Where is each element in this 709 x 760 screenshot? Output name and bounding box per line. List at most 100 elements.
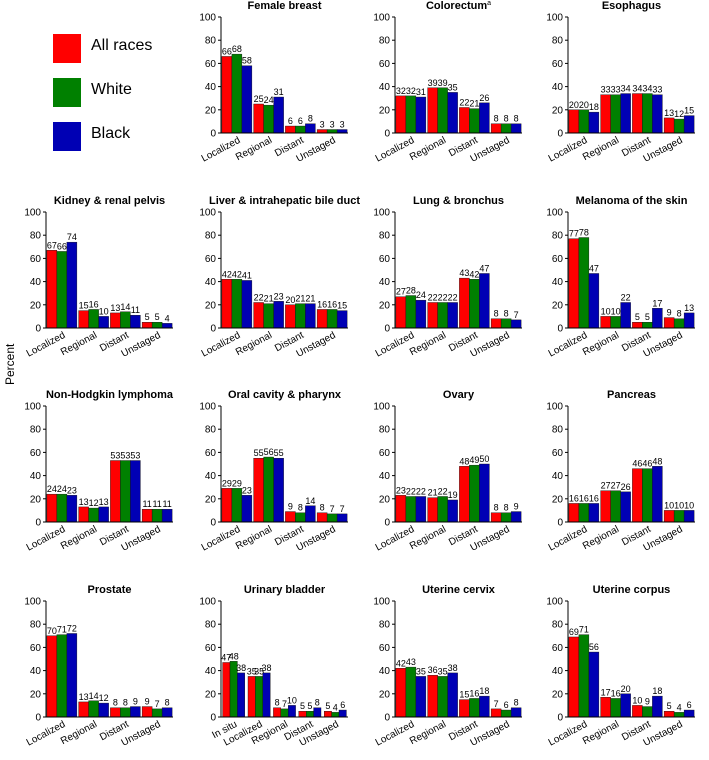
data-label: 8 [113, 698, 118, 708]
data-label: 5 [145, 312, 150, 322]
data-label: 13 [110, 303, 120, 313]
data-label: 23 [67, 485, 77, 495]
bar-white-localized [405, 95, 417, 134]
category-label: Regional [581, 719, 621, 747]
data-label: 46 [632, 459, 642, 469]
data-label: 47 [479, 263, 489, 273]
data-label: 34 [632, 84, 642, 94]
bar-all-races-unstaged [490, 708, 502, 718]
bar-all-races-unstaged [663, 317, 675, 329]
data-label: 27 [601, 481, 611, 491]
data-label: 8 [298, 503, 303, 513]
bar-white-regional [610, 94, 621, 134]
bar-all-races-regional [427, 87, 438, 134]
data-label: 24 [416, 290, 426, 300]
bar-all-races-localized [568, 238, 580, 329]
bar-white-distant [295, 512, 306, 523]
data-label: 46 [642, 459, 652, 469]
data-label: 21 [264, 294, 274, 304]
bar-all-races-unstaged [663, 117, 675, 134]
chart-title: Liver & intrahepatic bile duct [209, 195, 360, 207]
bar-white-unstaged [500, 512, 512, 523]
data-label: 6 [340, 700, 345, 710]
bar-all-races-regional [78, 506, 89, 523]
bar-black-distant [313, 707, 322, 718]
data-label: 8 [165, 698, 170, 708]
bar-all-races-regional [253, 302, 264, 329]
data-label: 13 [79, 497, 89, 507]
chart-title: Oral cavity & pharynx [228, 389, 342, 401]
data-label: 3 [320, 120, 325, 130]
y-tick-label: 40 [379, 277, 391, 288]
bar-white-regional [437, 496, 448, 523]
chart-title: Ovary [443, 389, 475, 401]
data-label: 22 [448, 292, 458, 302]
data-label: 66 [222, 46, 232, 56]
y-tick-label: 100 [373, 208, 390, 219]
bar-white-distant [120, 460, 131, 523]
y-tick-label: 20 [552, 689, 564, 700]
y-tick-label: 100 [373, 597, 390, 608]
data-label: 8 [123, 698, 128, 708]
data-label: 10 [632, 695, 642, 705]
bar-black-regional [620, 491, 631, 523]
y-tick-label: 60 [379, 254, 391, 265]
data-label: 8 [504, 309, 509, 319]
data-label: 22 [459, 97, 469, 107]
data-label: 21 [469, 99, 479, 109]
bar-black-unstaged [336, 513, 348, 523]
data-label: 9 [288, 502, 293, 512]
data-label: 7 [282, 699, 287, 709]
chart-title: Uterine cervix [422, 584, 496, 596]
data-label: 38 [261, 663, 271, 673]
bar-black-localized [415, 496, 427, 523]
chart-title: Esophagus [602, 0, 661, 12]
bar-black-localized [66, 495, 78, 523]
data-label: 19 [448, 490, 458, 500]
chart-title: Lung & bronchus [413, 195, 504, 207]
data-label: 16 [327, 299, 337, 309]
category-label: Localized [200, 524, 242, 554]
bar-black-unstaged [683, 709, 695, 718]
y-tick-label: 60 [552, 643, 564, 654]
category-label: Localized [200, 135, 242, 165]
data-label: 6 [288, 116, 293, 126]
y-tick-label: 20 [30, 300, 42, 311]
data-label: 27 [396, 287, 406, 297]
y-tick-label: 20 [205, 689, 217, 700]
bar-black-distant [479, 273, 490, 329]
chart-title: Melanoma of the skin [576, 195, 688, 207]
y-tick-label: 40 [205, 471, 217, 482]
data-label: 18 [589, 102, 599, 112]
y-tick-label: 60 [30, 448, 42, 459]
y-tick-label: 80 [205, 231, 217, 242]
bar-black-localized [262, 672, 271, 718]
bar-all-races-distant [110, 312, 121, 329]
data-label: 35 [448, 82, 458, 92]
data-label: 3 [340, 120, 345, 130]
bar-all-races-distant [110, 707, 121, 718]
chart-lung-bronchus: Lung & bronchus 0 20 40 60 80 100 27 28 24 Localiz… [373, 195, 522, 360]
data-label: 12 [99, 693, 109, 703]
bar-black-regional [447, 499, 458, 523]
category-label: Regional [234, 135, 274, 163]
data-label: 11 [131, 305, 140, 315]
bar-black-regional [98, 506, 109, 523]
data-label: 42 [469, 269, 479, 279]
data-label: 24 [47, 484, 57, 494]
y-tick-label: 60 [552, 59, 564, 70]
category-label: Localized [200, 330, 242, 360]
data-label: 12 [674, 109, 684, 119]
data-label: 4 [165, 313, 170, 323]
data-label: 18 [652, 686, 662, 696]
data-label: 41 [242, 270, 252, 280]
y-tick-label: 20 [30, 494, 42, 505]
data-label: 35 [247, 666, 257, 676]
data-label: 9 [645, 697, 650, 707]
category-label: Localized [547, 330, 589, 360]
bar-black-localized [66, 633, 78, 718]
